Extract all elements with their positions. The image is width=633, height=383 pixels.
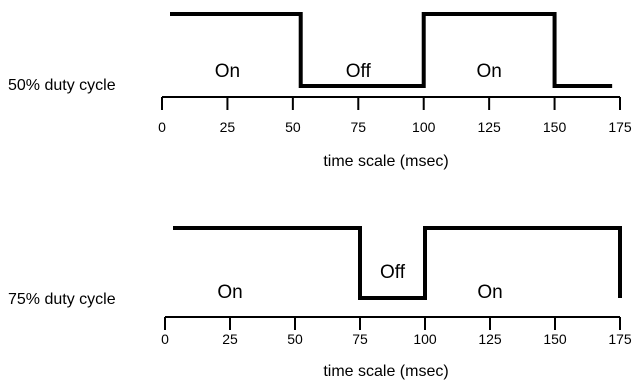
tick-label: 150 [543, 331, 567, 347]
panel-label: 50% duty cycle [8, 77, 116, 94]
state-label-off: Off [346, 61, 372, 82]
panel-label: 75% duty cycle [8, 291, 116, 308]
tick-label: 175 [608, 119, 632, 135]
tick-label: 50 [285, 119, 301, 135]
tick-label: 25 [222, 331, 238, 347]
tick-label: 0 [161, 331, 169, 347]
panel-50-percent: 50% duty cycle On Off On 0 25 50 75 100 125 150 1… [8, 12, 632, 170]
state-labels: On Off On [217, 262, 502, 303]
axis-title: time scale (msec) [323, 153, 448, 170]
tick-label: 25 [220, 119, 236, 135]
tick-label: 75 [352, 331, 368, 347]
tick-label: 75 [350, 119, 366, 135]
tick-label: 50 [287, 331, 303, 347]
tick-label: 150 [543, 119, 567, 135]
tick-label: 0 [158, 119, 166, 135]
axis-ticks: 0 25 50 75 100 125 150 175 [158, 97, 632, 135]
tick-label: 100 [413, 331, 437, 347]
state-label-on: On [215, 61, 240, 82]
tick-label: 175 [608, 331, 632, 347]
state-labels: On Off On [215, 61, 502, 82]
state-label-on: On [476, 61, 501, 82]
state-label-on: On [217, 282, 242, 303]
axis-ticks: 0 25 50 75 100 125 150 175 [161, 317, 632, 347]
axis-title: time scale (msec) [323, 363, 448, 380]
state-label-on: On [477, 282, 502, 303]
waveform [173, 226, 622, 300]
state-label-off: Off [380, 262, 406, 283]
tick-label: 125 [478, 331, 502, 347]
panel-75-percent: 75% duty cycle On Off On 0 25 50 75 100 125 150 1… [8, 226, 632, 380]
tick-label: 125 [477, 119, 501, 135]
waveform [170, 12, 613, 88]
tick-label: 100 [412, 119, 436, 135]
